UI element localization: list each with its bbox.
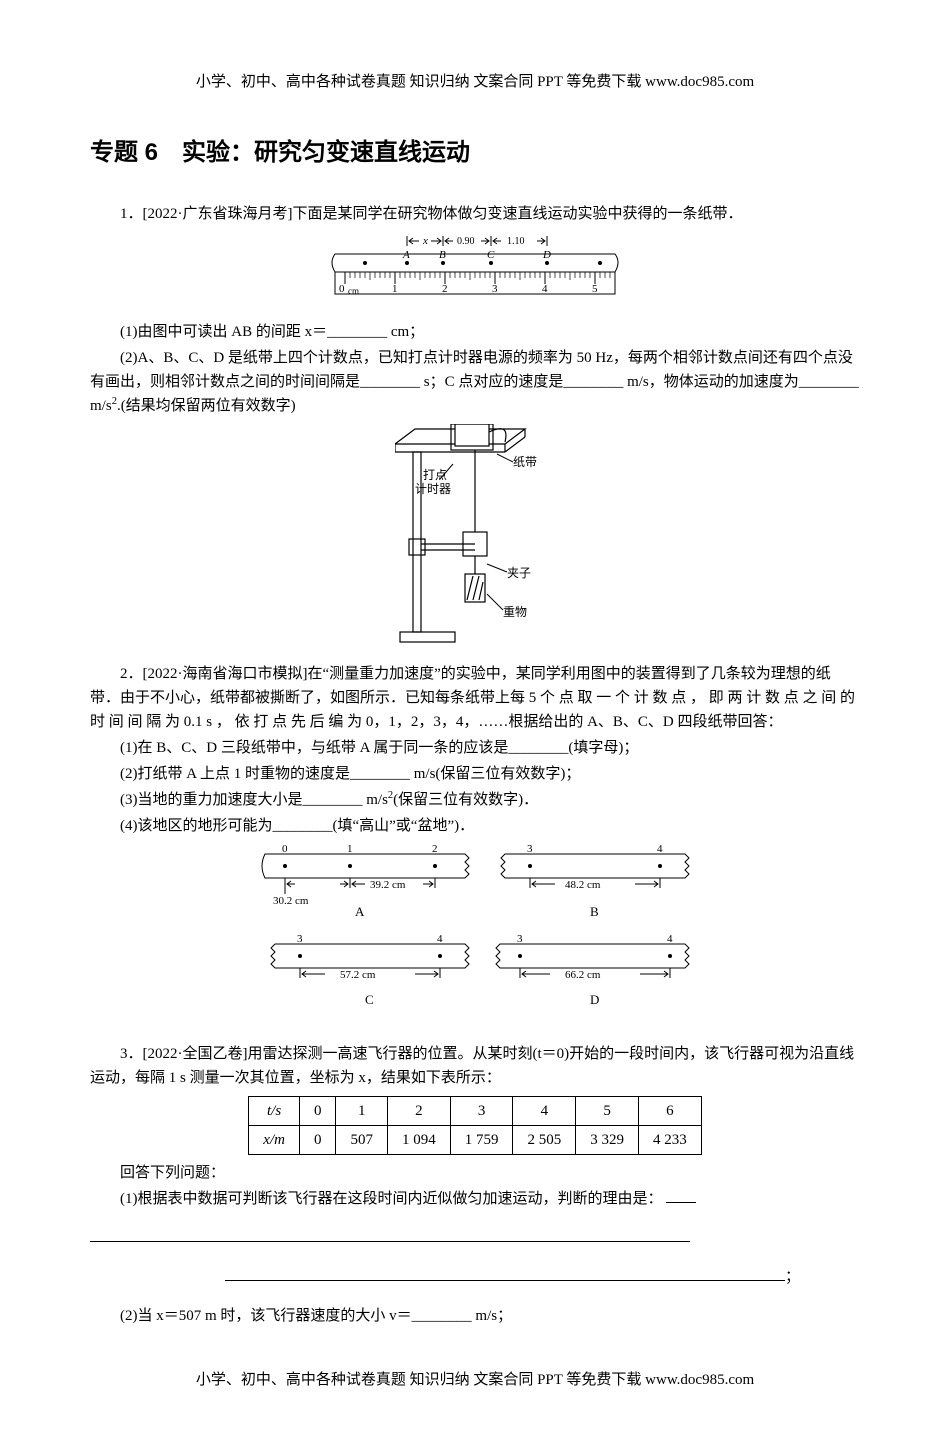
p3-q1-blank1 bbox=[90, 1226, 860, 1250]
page-header: 小学、初中、高中各种试卷真题 知识归纳 文案合同 PPT 等免费下载 www.d… bbox=[90, 70, 860, 94]
p2-q2: (2)打纸带 A 上点 1 时重物的速度是________ m/s(保留三位有效… bbox=[90, 762, 860, 786]
fig1-090: 0.90 bbox=[457, 236, 475, 247]
fig3A-p1: 1 bbox=[347, 844, 353, 855]
table-cell: 6 bbox=[638, 1097, 701, 1126]
fig1-x: x bbox=[422, 235, 428, 247]
p3-q2: (2)当 x＝507 m 时，该飞行器速度的大小 v＝________ m/s； bbox=[90, 1304, 860, 1328]
blank-line bbox=[225, 1265, 785, 1281]
fig3C-p3: 3 bbox=[297, 933, 303, 945]
fig3A-p2: 2 bbox=[432, 844, 438, 855]
topic-title: 专题 6 实验：研究匀变速直线运动 bbox=[90, 134, 860, 172]
fig2-weight: 重物 bbox=[503, 605, 527, 619]
p3-q1-text: (1)根据表中数据可判断该飞行器在这段时间内近似做匀加速运动，判断的理由是： bbox=[120, 1191, 663, 1207]
fig2-tape: 纸带 bbox=[513, 455, 537, 469]
table-cell: 2 bbox=[387, 1097, 450, 1126]
fig1-110: 1.10 bbox=[507, 236, 525, 247]
fig2-timer2: 计时器 bbox=[415, 482, 451, 496]
fig1-r5: 5 bbox=[592, 283, 598, 295]
fig1-r4: 4 bbox=[542, 283, 548, 295]
table-cell: 507 bbox=[336, 1126, 388, 1155]
fig3D-mid: 66.2 cm bbox=[565, 969, 601, 981]
blank-line bbox=[90, 1226, 690, 1242]
p1-q2b: .(结果均保留两位有效数字) bbox=[117, 398, 296, 414]
fig1-C: C bbox=[487, 249, 495, 261]
table-cell: 4 bbox=[513, 1097, 576, 1126]
p2-q3a: (3)当地的重力加速度大小是________ m/s bbox=[120, 792, 388, 808]
p3-intro: 3．[2022·全国乙卷]用雷达探测一高速飞行器的位置。从某时刻(t＝0)开始的… bbox=[90, 1042, 860, 1090]
fig1-r2: 2 bbox=[442, 283, 448, 295]
fig1-ruler-cm: cm bbox=[348, 286, 359, 296]
fig2-timer1: 打点 bbox=[423, 468, 447, 482]
fig3B-label: B bbox=[590, 904, 599, 919]
p2-q1: (1)在 B、C、D 三段纸带中，与纸带 A 属于同一条的应该是________… bbox=[90, 736, 860, 760]
table-cell: 0 bbox=[299, 1097, 336, 1126]
fig1-r1: 1 bbox=[392, 283, 398, 295]
fig1-r3: 3 bbox=[492, 283, 498, 295]
figure-1-tape-ruler: x 0.90 1.10 A B C D bbox=[325, 232, 625, 312]
fig3D-label: D bbox=[590, 992, 599, 1007]
fig3B-p4: 4 bbox=[657, 844, 663, 855]
table-cell: 5 bbox=[576, 1097, 639, 1126]
table-cell: 0 bbox=[299, 1126, 336, 1155]
data-table: t/s 0 1 2 3 4 5 6 x/m 0 507 1 094 1 759 … bbox=[248, 1096, 701, 1155]
fig3B-mid: 48.2 cm bbox=[565, 879, 601, 891]
fig2-clip: 夹子 bbox=[507, 566, 531, 580]
fig3A-p0: 0 bbox=[282, 844, 288, 855]
p3-q1: (1)根据表中数据可判断该飞行器在这段时间内近似做匀加速运动，判断的理由是： bbox=[90, 1187, 860, 1211]
table-row: t/s 0 1 2 3 4 5 6 bbox=[249, 1097, 701, 1126]
p2-q4: (4)该地区的地形可能为________(填“高山”或“盆地”)． bbox=[90, 814, 860, 838]
fig3C-p4: 4 bbox=[437, 933, 443, 945]
table-cell: 3 bbox=[450, 1097, 513, 1126]
table-head-x: x/m bbox=[249, 1126, 300, 1155]
p1-q2: (2)A、B、C、D 是纸带上四个计数点，已知打点计时器电源的频率为 50 Hz… bbox=[90, 346, 860, 418]
p2-q3: (3)当地的重力加速度大小是________ m/s2(保留三位有效数字)． bbox=[90, 788, 860, 812]
table-cell: 1 bbox=[336, 1097, 388, 1126]
p2-q3b: (保留三位有效数字)． bbox=[393, 792, 538, 808]
table-cell: 3 329 bbox=[576, 1126, 639, 1155]
fig1-ruler-0: 0 bbox=[339, 283, 345, 295]
p3-answer-label: 回答下列问题： bbox=[90, 1161, 860, 1185]
p3-q1-blank2: ； bbox=[90, 1265, 860, 1289]
fig3A-mid: 39.2 cm bbox=[370, 879, 406, 891]
p1-intro: 1．[2022·广东省珠海月考]下面是某同学在研究物体做匀变速直线运动实验中获得… bbox=[90, 202, 860, 226]
fig3C-label: C bbox=[365, 992, 374, 1007]
page-footer: 小学、初中、高中各种试卷真题 知识归纳 文案合同 PPT 等免费下载 www.d… bbox=[90, 1368, 860, 1392]
figure-3-tapes: 0 1 2 30.2 cm 39.2 cm A 3 4 bbox=[255, 844, 695, 1034]
fig3A-left: 30.2 cm bbox=[273, 895, 309, 907]
fig1-B: B bbox=[439, 249, 446, 261]
fig3D-p4: 4 bbox=[667, 933, 673, 945]
table-head-t: t/s bbox=[249, 1097, 300, 1126]
fig3D-p3: 3 bbox=[517, 933, 523, 945]
fig1-D: D bbox=[542, 249, 551, 261]
fig1-A: A bbox=[402, 249, 410, 261]
fig3C-mid: 57.2 cm bbox=[340, 969, 376, 981]
table-row: x/m 0 507 1 094 1 759 2 505 3 329 4 233 bbox=[249, 1126, 701, 1155]
p2-intro: 2．[2022·海南省海口市模拟]在“测量重力加速度”的实验中，某同学利用图中的… bbox=[90, 662, 860, 734]
fig3A-label: A bbox=[355, 904, 365, 919]
table-cell: 2 505 bbox=[513, 1126, 576, 1155]
table-cell: 1 759 bbox=[450, 1126, 513, 1155]
table-cell: 4 233 bbox=[638, 1126, 701, 1155]
blank-line bbox=[666, 1187, 696, 1203]
p1-q1: (1)由图中可读出 AB 的间距 x＝________ cm； bbox=[90, 320, 860, 344]
p3-q1-end: ； bbox=[785, 1269, 800, 1285]
table-cell: 1 094 bbox=[387, 1126, 450, 1155]
fig3B-p3: 3 bbox=[527, 844, 533, 855]
figure-2-apparatus: 打点 计时器 纸带 夹子 重物 bbox=[395, 424, 555, 654]
